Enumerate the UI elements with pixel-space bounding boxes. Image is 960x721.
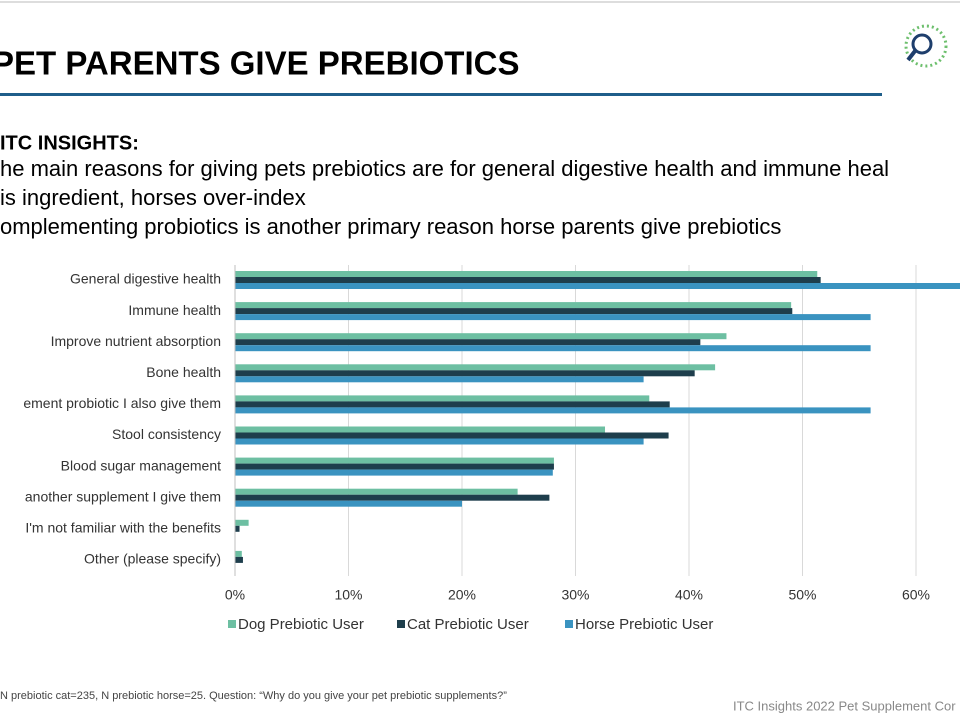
footer: ITC Insights 2022 Pet Supplement Cor [733,698,956,713]
y-tick-label: I'm not familiar with the benefits [25,520,221,536]
bar [235,277,821,283]
bar [235,556,243,563]
bar [235,550,242,557]
bar [235,426,606,433]
x-tick-label: 60% [902,587,930,603]
legend-swatch [565,620,573,628]
bar [235,525,240,532]
bar [235,370,695,377]
bar [235,463,554,470]
y-tick-label: General digestive health [70,271,221,287]
y-tick-label: Stool consistency [112,426,221,442]
y-tick-label: Immune health [128,302,221,318]
bar [235,345,871,352]
bar [235,407,871,414]
bar [235,395,650,402]
y-tick-label: Bone health [146,364,221,380]
bar [235,376,644,383]
bar [235,302,792,309]
bar [235,438,644,445]
y-tick-label: ement probiotic I also give them [23,395,221,411]
x-tick-label: 0% [225,587,245,603]
bar [235,500,462,507]
legend-swatch [397,620,405,628]
x-tick-label: 40% [675,587,703,603]
x-tick-label: 50% [788,587,816,603]
x-tick-label: 30% [561,587,589,603]
bar [235,308,793,315]
bar [235,432,669,439]
slide-title: PET PARENTS GIVE PREBIOTICS [0,45,519,82]
legend-swatch [228,620,236,628]
y-tick-label: another supplement I give them [25,488,221,504]
bar [235,271,818,277]
bar [235,364,716,371]
bar [235,494,550,501]
legend-label: Cat Prebiotic User [407,616,529,633]
bar [235,283,960,289]
bar [235,333,727,340]
y-tick-label: Improve nutrient absorption [51,333,221,349]
footnote: N prebiotic cat=235, N prebiotic horse=2… [0,690,507,702]
insight-line: omplementing probiotics is another prima… [0,214,781,239]
bar [235,339,701,346]
bar [235,314,871,321]
y-tick-label: Blood sugar management [61,457,221,473]
legend-label: Horse Prebiotic User [575,616,713,633]
logo [904,24,948,68]
bar [235,457,554,464]
y-tick-label: Other (please specify) [84,551,221,567]
legend-label: Dog Prebiotic User [238,616,364,633]
bar [235,401,670,408]
x-tick-label: 20% [448,587,476,603]
insight-line: he main reasons for giving pets prebioti… [0,156,889,181]
bar [235,519,249,526]
title-rule [0,93,882,96]
insights-heading: ITC INSIGHTS: [0,132,139,154]
bar [235,488,518,495]
x-tick-label: 10% [334,587,362,603]
bar [235,469,553,476]
insight-line: is ingredient, horses over-index [0,185,306,210]
